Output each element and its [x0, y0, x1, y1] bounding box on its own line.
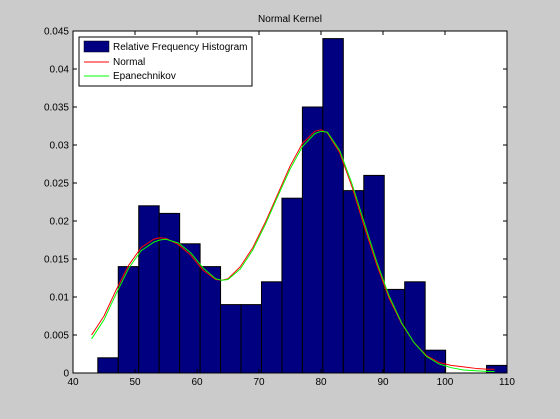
epanechnikov-curve — [91, 130, 495, 372]
y-tick-label: 0.025 — [44, 179, 69, 190]
x-axis: 40 50 60 70 80 90 100 110 — [67, 31, 515, 388]
y-axis: 0 0.005 0.01 0.015 0.02 0.025 0.03 0.035 0.04 0.0… — [44, 27, 507, 380]
histogram-bar — [220, 304, 242, 374]
histogram-bar — [199, 266, 222, 374]
y-tick-label: 0.03 — [50, 141, 70, 152]
x-tick-label: 50 — [129, 377, 141, 388]
chart-title: Normal Kernel — [258, 14, 322, 25]
histogram-bar — [301, 106, 324, 374]
histogram-bar — [281, 197, 303, 374]
histogram-bar — [383, 288, 406, 374]
y-tick-label: 0.045 — [44, 27, 69, 38]
x-tick-label: 100 — [437, 377, 454, 388]
legend-label-normal: Normal — [113, 57, 145, 68]
histogram-bar — [158, 212, 181, 374]
y-tick-label: 0.02 — [50, 217, 70, 228]
x-tick-label: 70 — [253, 377, 265, 388]
x-tick-label: 60 — [191, 377, 203, 388]
legend: Relative Frequency Histogram Normal Epan… — [78, 36, 253, 87]
histogram-bar — [138, 205, 160, 374]
legend-label-histogram: Relative Frequency Histogram — [113, 42, 248, 53]
y-tick-label: 0.035 — [44, 103, 69, 114]
x-tick-label: 80 — [315, 377, 327, 388]
y-tick-label: 0.04 — [50, 65, 70, 76]
histogram-bar — [404, 281, 426, 374]
x-tick-label: 110 — [499, 377, 515, 388]
axes-frame — [72, 30, 508, 374]
histogram-bar — [322, 38, 344, 374]
normal-curve — [91, 129, 495, 370]
histogram-bar — [260, 281, 283, 374]
legend-label-epanechnikov: Epanechnikov — [113, 71, 176, 82]
histogram-bar — [342, 190, 365, 374]
histogram-bar — [240, 304, 262, 374]
x-tick-label: 90 — [377, 377, 389, 388]
x-tick-label: 40 — [67, 377, 79, 388]
y-tick-label: 0.005 — [44, 331, 69, 342]
legend-swatch-histogram — [83, 40, 110, 53]
density-curves — [91, 129, 495, 372]
histogram-bar — [97, 357, 119, 374]
y-tick-label: 0.015 — [44, 255, 69, 266]
y-tick-label: 0 — [63, 369, 69, 380]
y-tick-label: 0.01 — [50, 293, 70, 304]
